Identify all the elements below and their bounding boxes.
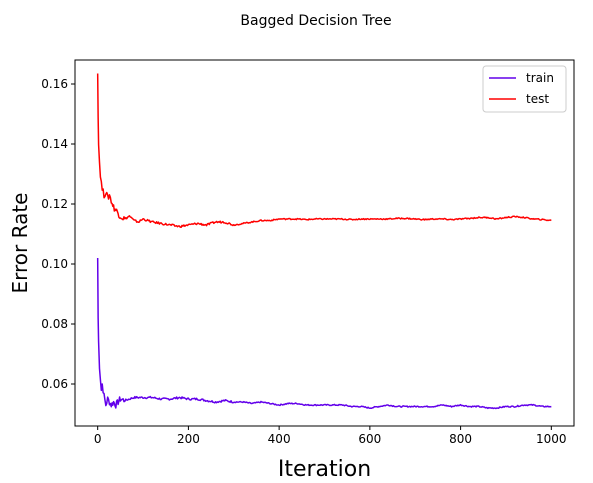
legend-label-test: test <box>526 92 549 106</box>
x-axis: 0 200 400 600 800 1000 <box>94 426 567 446</box>
legend-label-train: train <box>526 71 554 85</box>
y-axis: 0.06 0.08 0.10 0.12 0.14 0.16 <box>41 77 75 391</box>
x-tick-label: 800 <box>449 432 472 446</box>
y-tick-label: 0.12 <box>41 197 68 211</box>
x-tick-label: 200 <box>177 432 200 446</box>
y-tick-label: 0.10 <box>41 257 68 271</box>
x-tick-label: 1000 <box>536 432 567 446</box>
x-axis-label: Iteration <box>278 457 371 482</box>
y-tick-label: 0.16 <box>41 77 68 91</box>
series-line-test <box>96 73 552 228</box>
y-tick-label: 0.06 <box>41 377 68 391</box>
series-layer <box>96 73 552 410</box>
y-tick-label: 0.14 <box>41 137 68 151</box>
legend: train test <box>482 65 567 113</box>
plot-frame <box>74 59 575 427</box>
x-tick-label: 400 <box>268 432 291 446</box>
y-axis-label: Error Rate <box>8 193 32 294</box>
x-tick-label: 600 <box>358 432 381 446</box>
chart-title: Bagged Decision Tree <box>240 13 391 29</box>
x-tick-label: 0 <box>94 432 102 446</box>
series-line-train <box>96 257 552 410</box>
y-tick-label: 0.08 <box>41 317 68 331</box>
